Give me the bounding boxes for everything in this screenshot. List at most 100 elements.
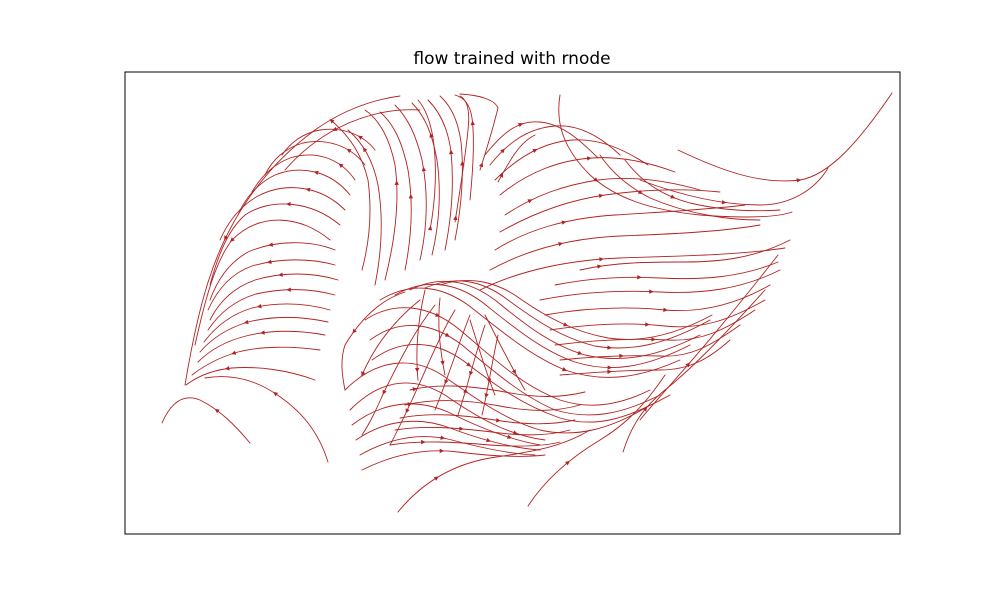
streamline <box>332 121 371 271</box>
streamline <box>484 314 526 391</box>
streamline-arrowhead <box>231 350 237 355</box>
streamline <box>559 324 741 361</box>
streamline-arrowhead <box>260 330 265 335</box>
streamline <box>209 273 339 321</box>
streamline <box>554 261 779 286</box>
streamline <box>639 167 829 206</box>
streamline-arrowhead <box>470 120 475 126</box>
streamline <box>397 429 591 513</box>
streamline <box>361 304 436 436</box>
streamline <box>264 141 366 176</box>
streamline-arrowhead <box>642 406 648 412</box>
streamline <box>504 178 701 216</box>
streamline-arrowhead <box>278 272 283 277</box>
streamline <box>351 403 541 446</box>
streamline <box>479 247 786 291</box>
streamline <box>481 334 499 416</box>
streamline-arrowhead <box>486 438 492 443</box>
streamline <box>361 299 421 376</box>
streamline <box>361 450 546 471</box>
streamline <box>434 314 471 411</box>
streamline-arrowhead <box>440 360 445 366</box>
streamline-arrowhead <box>286 202 291 207</box>
streamline <box>454 94 474 201</box>
streamline <box>484 121 599 159</box>
streamline-arrowhead <box>607 369 612 374</box>
streamline <box>364 109 398 281</box>
streamline-arrowhead <box>230 237 235 242</box>
streamline <box>399 414 576 425</box>
streamline-arrowhead <box>414 367 420 373</box>
streamline-arrowhead <box>268 242 274 247</box>
streamline <box>281 128 376 156</box>
streamline <box>197 330 326 363</box>
streamline-arrowhead <box>243 319 249 325</box>
streamline-arrowhead <box>593 177 599 182</box>
streamline <box>284 109 421 171</box>
streamline <box>417 99 436 231</box>
streamline-arrowhead <box>407 402 413 407</box>
streamline-arrowhead <box>468 370 474 376</box>
streamline-arrowhead <box>607 365 613 370</box>
streamline-arrowhead <box>586 156 592 161</box>
streamline-arrowhead <box>532 149 538 154</box>
streamline <box>404 400 581 411</box>
streamline-arrowhead <box>637 275 642 280</box>
streamline-arrowhead <box>313 170 319 175</box>
streamline-arrowhead <box>444 379 449 385</box>
streamline <box>539 269 781 301</box>
streamline <box>379 287 681 378</box>
streamline-arrowhead <box>498 172 504 178</box>
streamline <box>494 204 746 251</box>
streamline-arrowhead <box>527 199 533 204</box>
streamline <box>559 339 731 376</box>
streamline <box>379 111 412 271</box>
streamline <box>207 289 336 331</box>
streamlines-group <box>161 92 893 513</box>
streamline-arrowhead <box>796 178 802 183</box>
streamline-arrowhead <box>507 434 512 439</box>
axes-frame <box>124 71 901 535</box>
streamline-arrowhead <box>214 408 220 414</box>
streamline <box>438 297 446 376</box>
streamline-arrowhead <box>478 162 484 168</box>
streamline-arrowhead <box>440 435 446 440</box>
streamline-arrowhead <box>607 345 612 350</box>
streamline <box>209 242 336 301</box>
streamline <box>369 325 661 416</box>
streamline-arrowhead <box>421 439 426 445</box>
streamline <box>203 303 331 343</box>
streamline-arrowhead <box>346 148 352 154</box>
streamline <box>347 129 382 286</box>
streamline-arrowhead <box>357 135 363 140</box>
streamline <box>554 309 756 346</box>
streamline-arrowhead <box>329 118 335 124</box>
streamline-arrowhead <box>598 193 604 199</box>
streamline-arrowhead <box>486 378 492 384</box>
streamline <box>161 397 251 444</box>
streamline-arrowhead <box>500 148 505 154</box>
streamline-arrowhead <box>332 126 338 131</box>
streamline <box>237 169 351 216</box>
streamline <box>185 367 316 386</box>
streamline-arrowhead <box>256 303 262 309</box>
streamline-arrowhead <box>599 257 604 262</box>
streamline <box>184 95 401 386</box>
streamline-arrowhead <box>412 387 418 392</box>
streamline-arrowhead <box>352 328 357 334</box>
streamline-arrowhead <box>649 289 654 294</box>
streamline-arrowhead <box>558 242 564 247</box>
streamline <box>341 291 406 391</box>
streamline <box>624 159 781 212</box>
streamline <box>558 94 793 218</box>
streamline-arrowhead <box>651 337 656 342</box>
streamline <box>389 441 561 447</box>
streamline <box>409 385 586 397</box>
streamline <box>394 283 691 369</box>
streamline-arrowhead <box>561 220 567 225</box>
streamline <box>364 307 651 406</box>
streamline-arrowhead <box>511 369 516 375</box>
streamline <box>359 436 536 456</box>
